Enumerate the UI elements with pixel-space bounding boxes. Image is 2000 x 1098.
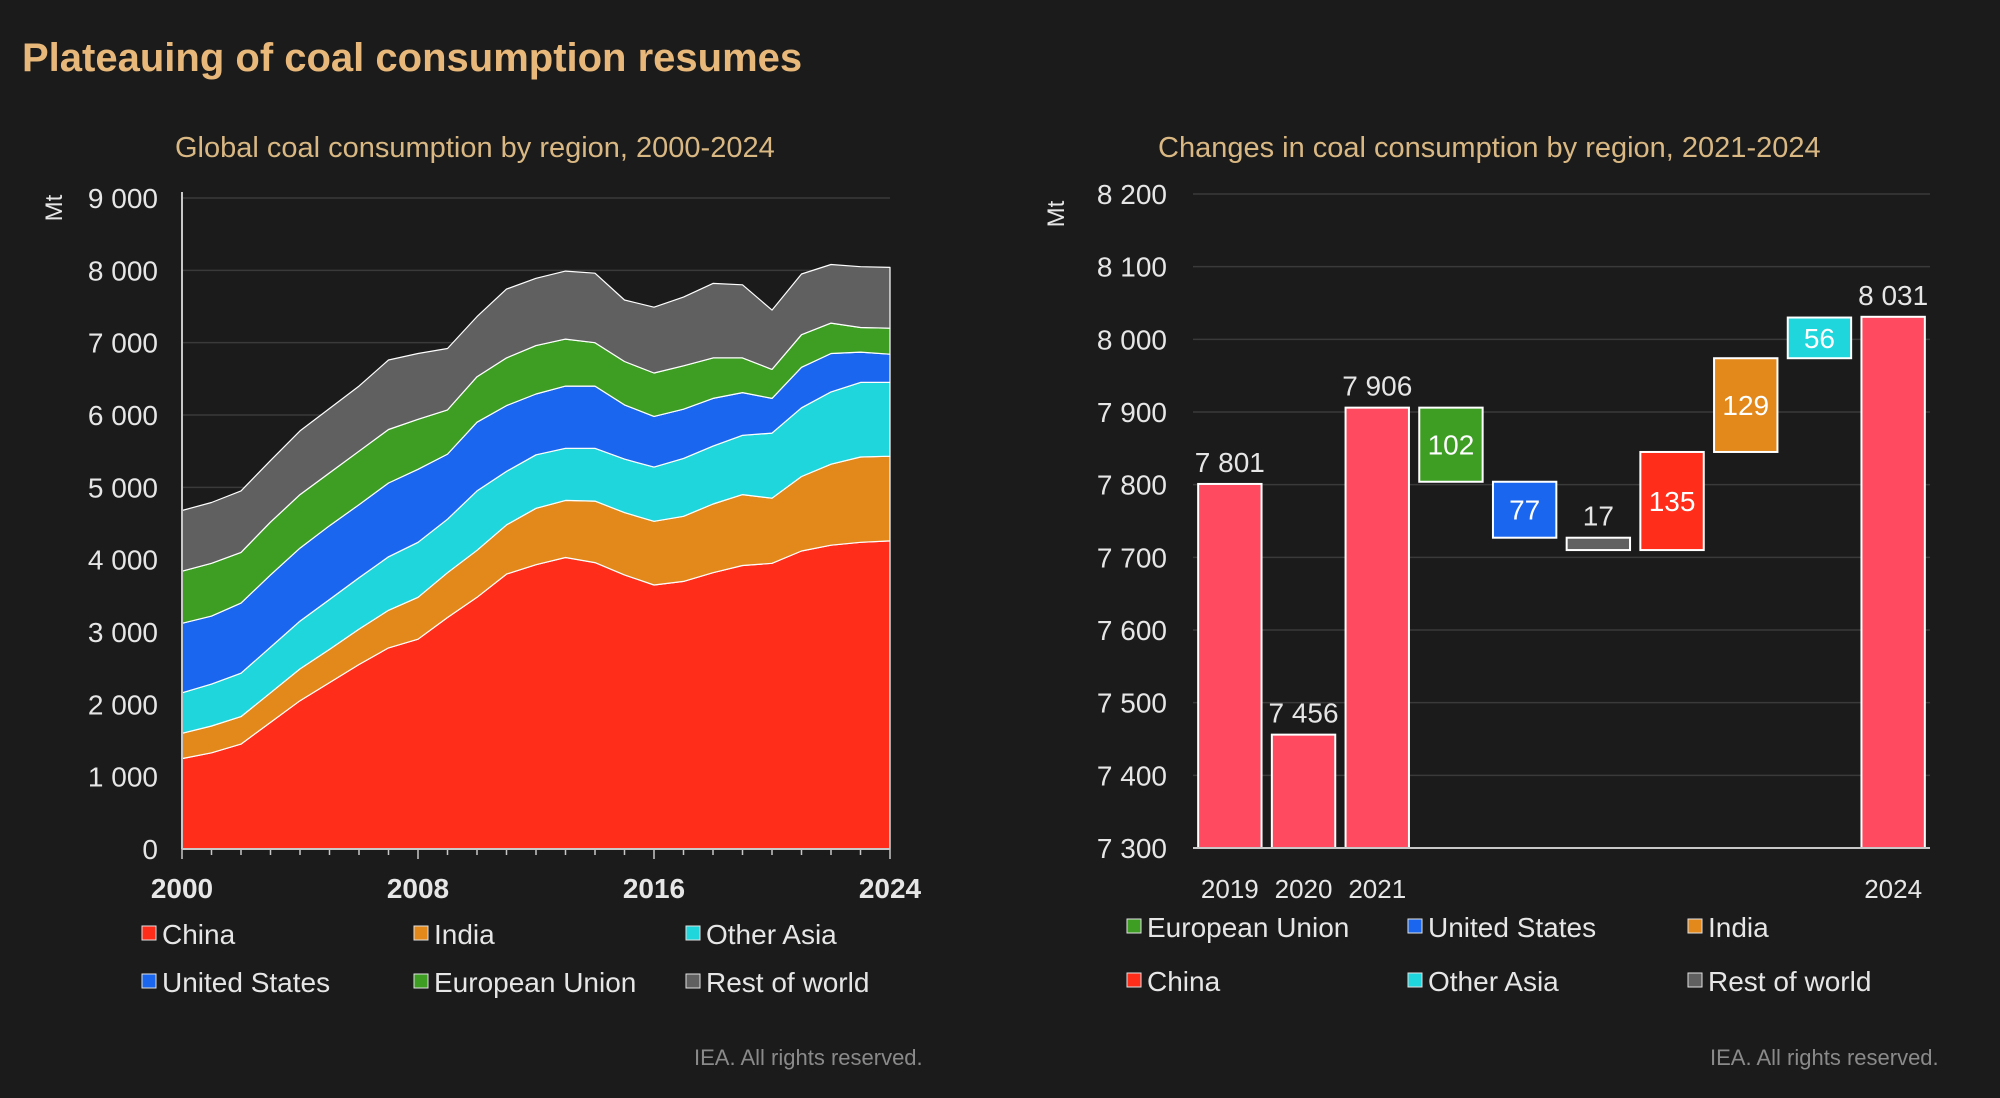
y-tick-label: 3 000	[88, 617, 158, 648]
bar-total	[1344, 406, 1410, 849]
y-tick-label: 7 000	[88, 328, 158, 359]
waterfall-bar-2020: 7 456 2020	[1269, 698, 1339, 904]
y-tick-label: 7 500	[1097, 688, 1167, 719]
main-title: Plateauing of coal consumption resumes	[22, 36, 803, 80]
bar-china	[1639, 450, 1705, 552]
y-axis-label: Mt	[1043, 200, 1070, 227]
bar-other-asia	[1786, 316, 1853, 360]
y-tick-label: 7 400	[1097, 760, 1167, 791]
legend-label-other-asia: Other Asia	[706, 919, 837, 950]
right-footer: IEA. All rights reserved.	[1710, 1045, 1939, 1070]
x-tick-label: 2024	[1864, 874, 1922, 904]
y-tick-label: 6 000	[88, 400, 158, 431]
legend-label-india: India	[1708, 912, 1769, 943]
data-label: 7 801	[1195, 447, 1265, 478]
bar-total	[1270, 733, 1337, 850]
waterfall-bar-united-states: 77	[1491, 480, 1558, 539]
data-label: 7 906	[1342, 371, 1412, 402]
y-tick-label: 7 700	[1097, 542, 1167, 573]
y-axis-label: Mt	[41, 194, 68, 221]
waterfall-bar-2021: 7 906 2021	[1342, 371, 1412, 904]
x-tick-label: 2016	[623, 873, 685, 904]
legend-swatch-china	[1126, 972, 1142, 988]
x-tick-label: 2020	[1275, 874, 1333, 904]
legend-label-other-asia: Other Asia	[1428, 966, 1559, 997]
legend-swatch-rest-of-world	[685, 973, 701, 989]
left-footer: IEA. All rights reserved.	[694, 1045, 923, 1070]
bar-total	[1860, 315, 1926, 850]
y-tick-label: 5 000	[88, 472, 158, 503]
legend-label-rest-of-world: Rest of world	[1708, 966, 1871, 997]
left-chart-title: Global coal consumption by region, 2000-…	[175, 132, 775, 164]
waterfall-bar-2019: 7 801 2019	[1195, 447, 1265, 904]
legend-swatch-rest-of-world	[1687, 972, 1703, 988]
y-tick-label: 2 000	[88, 689, 158, 720]
legend-label-india: India	[434, 919, 495, 950]
right-chart-title: Changes in coal consumption by region, 2…	[1158, 132, 1821, 164]
legend-swatch-united-states	[1407, 918, 1423, 934]
waterfall-bar-india: 129	[1713, 357, 1779, 453]
x-tick-label: 2024	[859, 873, 922, 904]
legend-label-united-states: United States	[162, 967, 330, 998]
data-label: 8 031	[1858, 280, 1928, 311]
data-label: 56	[1804, 323, 1835, 354]
data-label: 77	[1509, 495, 1540, 526]
legend-label-european-union: European Union	[434, 967, 636, 998]
legend-swatch-european-union	[413, 973, 429, 989]
y-tick-label: 8 000	[1097, 324, 1167, 355]
y-tick-label: 7 300	[1097, 833, 1167, 864]
y-tick-label: 8 200	[1097, 179, 1167, 210]
legend-label-european-union: European Union	[1147, 912, 1349, 943]
waterfall-bar-2024: 8 031 2024	[1858, 280, 1928, 904]
waterfall-bar-other-asia: 56	[1786, 316, 1853, 360]
y-tick-label: 1 000	[88, 762, 158, 793]
legend-swatch-other-asia	[1407, 972, 1423, 988]
y-tick-label: 0	[142, 834, 158, 865]
data-label: 129	[1722, 390, 1769, 421]
legend-swatch-india	[1687, 918, 1703, 934]
bar-total	[1197, 482, 1263, 849]
waterfall-chart: 7 300 7 400 7 500 7 600 7 700 7 800 7 900 8 000…	[1043, 179, 1930, 997]
legend-label-china: China	[1147, 966, 1221, 997]
waterfall-bar-european-union: 102	[1418, 406, 1484, 483]
y-tick-label: 9 000	[88, 183, 158, 214]
y-tick-label: 8 000	[88, 255, 158, 286]
data-label: 102	[1428, 430, 1475, 461]
waterfall-bar-rest-of-world: 17	[1565, 501, 1632, 552]
legend-label-china: China	[162, 919, 236, 950]
legend-swatch-china	[141, 925, 157, 941]
data-label: 17	[1583, 501, 1614, 532]
legend-swatch-european-union	[1126, 918, 1142, 934]
legend-swatch-united-states	[141, 973, 157, 989]
x-tick-label: 2021	[1348, 874, 1406, 904]
y-tick-label: 7 800	[1097, 470, 1167, 501]
y-tick-label: 8 100	[1097, 252, 1167, 283]
waterfall-bar-china: 135	[1639, 450, 1705, 552]
legend-label-rest-of-world: Rest of world	[706, 967, 869, 998]
x-tick-label: 2019	[1201, 874, 1259, 904]
bar-rest-of-world	[1565, 536, 1632, 552]
y-tick-label: 4 000	[88, 545, 158, 576]
bar-india	[1713, 357, 1779, 453]
legend-swatch-india	[413, 925, 429, 941]
data-label: 135	[1649, 486, 1696, 517]
bar-european-union	[1418, 406, 1484, 483]
area-chart: 0 1 000 2 000 3 000 4 000 5 000 6 000 7 000 8 00…	[41, 183, 922, 998]
legend-label-united-states: United States	[1428, 912, 1596, 943]
x-tick-label: 2000	[151, 873, 213, 904]
bar-united-states	[1491, 480, 1558, 539]
y-tick-label: 7 600	[1097, 615, 1167, 646]
legend-swatch-other-asia	[685, 925, 701, 941]
x-tick-label: 2008	[387, 873, 449, 904]
y-tick-label: 7 900	[1097, 397, 1167, 428]
area-rest-of-world	[181, 263, 891, 572]
data-label: 7 456	[1269, 698, 1339, 729]
